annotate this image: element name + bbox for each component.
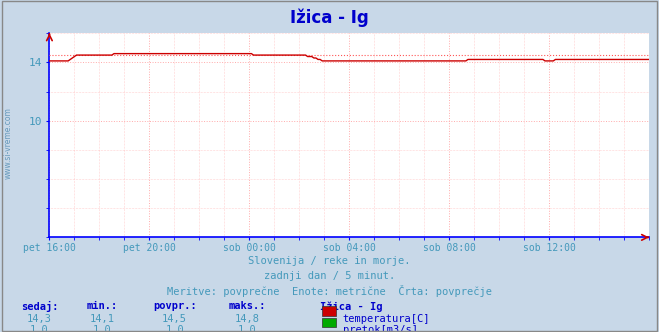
- Text: povpr.:: povpr.:: [153, 301, 196, 311]
- Text: pretok[m3/s]: pretok[m3/s]: [343, 325, 418, 332]
- Text: sedaj:: sedaj:: [21, 301, 58, 312]
- Text: 1,0: 1,0: [165, 325, 184, 332]
- Text: 1,0: 1,0: [30, 325, 49, 332]
- Text: 1,0: 1,0: [93, 325, 111, 332]
- Text: maks.:: maks.:: [229, 301, 266, 311]
- Text: 14,1: 14,1: [90, 314, 115, 324]
- Text: Meritve: povprečne  Enote: metrične  Črta: povprečje: Meritve: povprečne Enote: metrične Črta:…: [167, 285, 492, 297]
- Text: 14,3: 14,3: [27, 314, 52, 324]
- Text: zadnji dan / 5 minut.: zadnji dan / 5 minut.: [264, 271, 395, 281]
- Text: temperatura[C]: temperatura[C]: [343, 314, 430, 324]
- Text: 14,8: 14,8: [235, 314, 260, 324]
- Text: www.si-vreme.com: www.si-vreme.com: [3, 107, 13, 179]
- Text: Ižica - Ig: Ižica - Ig: [290, 8, 369, 27]
- Text: 1,0: 1,0: [238, 325, 256, 332]
- Text: Ižica - Ig: Ižica - Ig: [320, 301, 382, 312]
- Text: 14,5: 14,5: [162, 314, 187, 324]
- Text: min.:: min.:: [86, 301, 118, 311]
- Text: Slovenija / reke in morje.: Slovenija / reke in morje.: [248, 256, 411, 266]
